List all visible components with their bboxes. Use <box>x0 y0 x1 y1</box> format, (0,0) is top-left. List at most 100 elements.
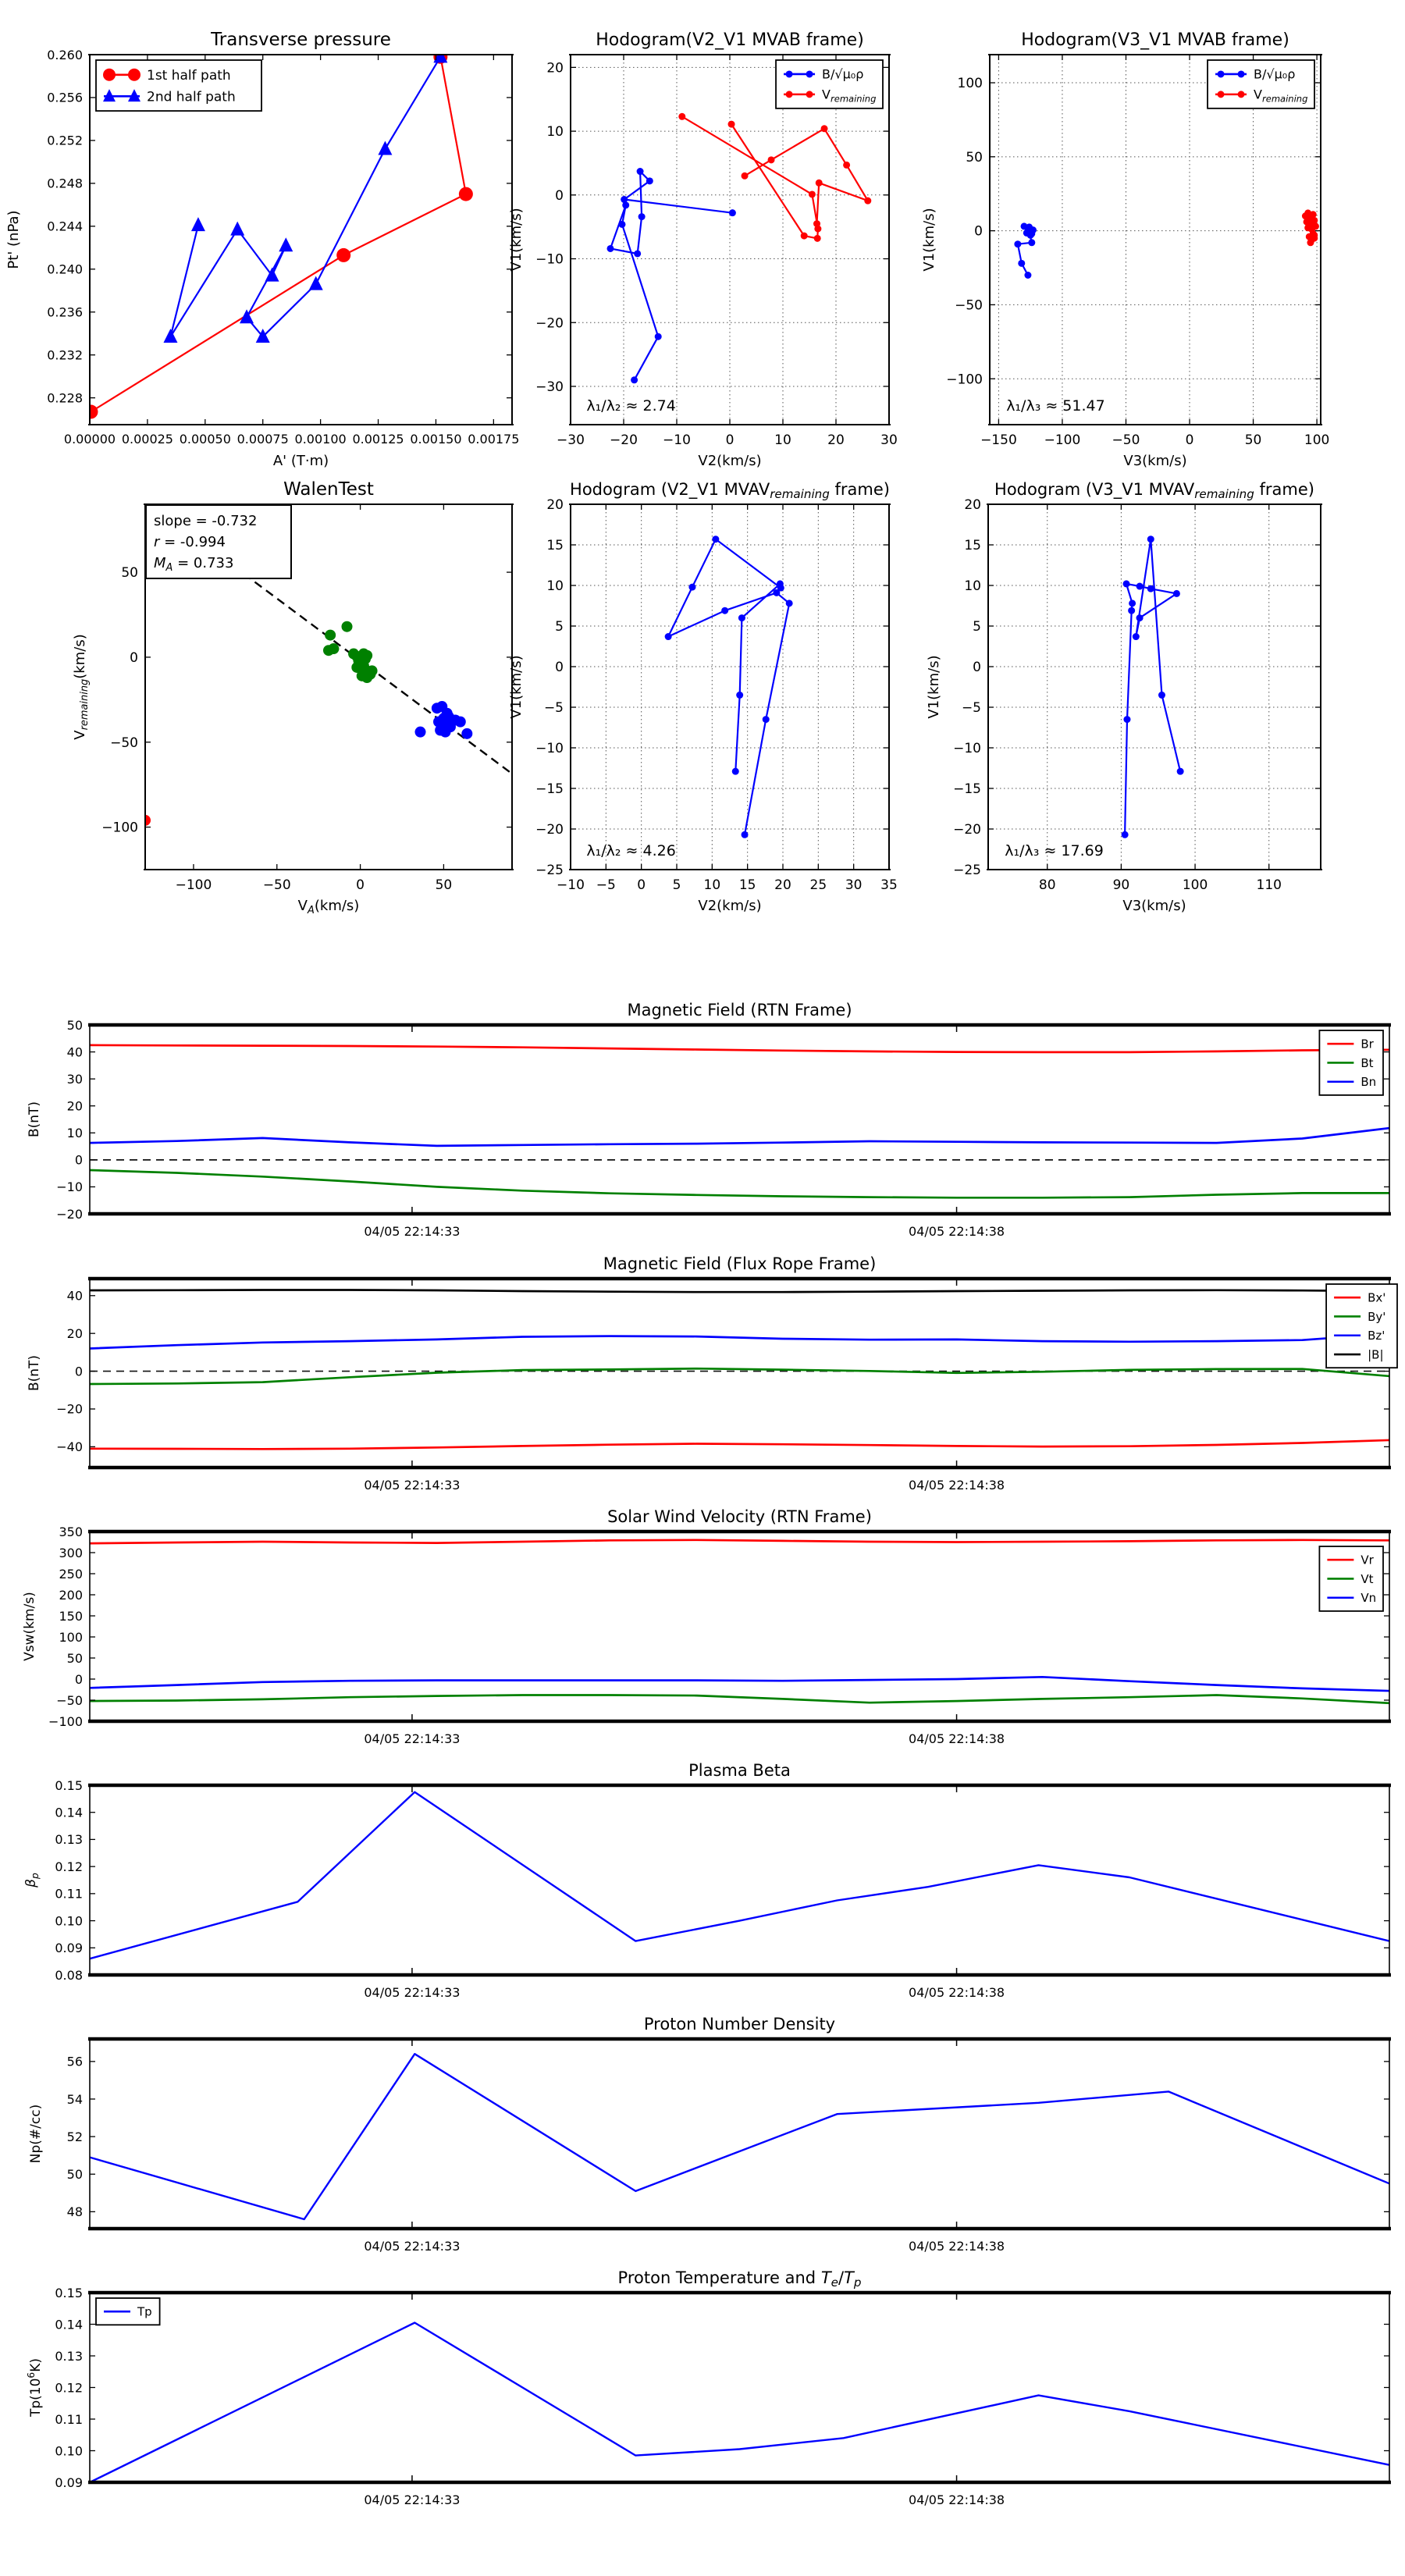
walen-ytick-label: 50 <box>121 565 138 581</box>
point-marker <box>458 187 473 201</box>
triangle-marker <box>230 221 245 236</box>
np-time-tick-label: 04/05 22:14:38 <box>909 2239 1005 2254</box>
hodo_v3_mvab-title: Hodogram(V3_V1 MVAB frame) <box>1021 30 1289 50</box>
vsw-time-tick-label: 04/05 22:14:33 <box>364 1731 460 1746</box>
vsw-ytick-label: 300 <box>59 1546 83 1560</box>
transverse-xtick-label: 0.00100 <box>295 432 347 447</box>
walen-stat-line: MA = 0.733 <box>154 555 233 574</box>
vsw-ytick-label: 150 <box>59 1609 83 1624</box>
transverse-ytick-label: 0.252 <box>47 133 83 148</box>
hodo_v3_mvab-xtick-label: −150 <box>980 432 1017 448</box>
hodo_v2_mvav-ytick-label: 20 <box>546 497 564 513</box>
b_rtn-ytick-label: 10 <box>67 1126 83 1140</box>
b_fr-legend: Bx' By' Bz' |B| <box>1325 1283 1398 1369</box>
walen-series-fit-line <box>243 572 513 775</box>
hodo_v2_mvav-ytick-label: 15 <box>546 538 564 553</box>
hodo_v3_mvab-grid <box>990 55 1321 425</box>
walen-stat-line: r = -0.994 <box>154 534 226 550</box>
hodo_v2_mvab-ytick-label: −30 <box>535 379 564 395</box>
walen-xtick-label: −100 <box>176 877 212 893</box>
hodo_v2_mvab-ytick-label: 0 <box>555 188 564 204</box>
point-marker <box>128 68 140 81</box>
hodo_v2_mvav-plot: −10 −5 0 5 10 15 20 25 30 35 −25 −20 −15 −10 −5 0 5 10 15 2… <box>508 480 898 914</box>
point-marker <box>621 196 628 204</box>
vsw-series-Vn <box>89 1675 1390 1692</box>
hodo_v2_mvab-ytick-label: 20 <box>546 60 564 76</box>
tp-title: Proton Temperature and Te/Tp <box>618 2268 862 2290</box>
b_fr-series-By <box>89 1367 1390 1386</box>
hodo_v3_mvav-ytick-label: −10 <box>953 741 981 756</box>
hodo_v2_mvav-xlabel: V2(km/s) <box>698 898 761 914</box>
b_rtn-series-group <box>89 1044 1390 1199</box>
b_rtn-ytick-label: 0 <box>75 1153 83 1168</box>
hodo_v3_mvav-title: Hodogram (V3_V1 MVAVremaining frame) <box>994 480 1314 501</box>
beta-ytick-label: 0.08 <box>55 1968 83 1983</box>
tp-time-tick-label: 04/05 22:14:33 <box>364 2492 460 2507</box>
np-ytick-label: 56 <box>67 2055 83 2069</box>
point-marker <box>1014 240 1022 248</box>
tp-ytick-label: 0.12 <box>55 2380 83 2395</box>
transverse-legend: 1st half path 2nd half path <box>95 59 262 112</box>
transverse-ytick-label: 0.244 <box>47 219 83 234</box>
b_fr-series-Bx <box>89 1439 1390 1450</box>
b_fr-title: Magnetic Field (Flux Rope Frame) <box>603 1254 877 1273</box>
point-marker <box>1311 222 1319 230</box>
beta-ytick-label: 0.09 <box>55 1941 83 1955</box>
np-plot: 48 50 52 54 56 04/05 22:14:33 04/05 22:14:38 Pr… <box>28 2015 1391 2254</box>
triangle-marker <box>255 328 270 343</box>
vsw-title: Solar Wind Velocity (RTN Frame) <box>607 1507 872 1526</box>
point-marker <box>762 716 770 724</box>
transverse-series-group <box>89 54 473 419</box>
point-marker <box>688 583 696 591</box>
triangle-marker <box>240 309 254 324</box>
np-series-group <box>89 2052 1390 2221</box>
point-marker <box>815 179 823 187</box>
hodo_v3_mvab-xtick-label: −50 <box>1112 432 1140 448</box>
beta-series-group <box>89 1791 1390 1960</box>
vsw-ylabel: Vsw(km/s) <box>22 1592 37 1661</box>
hodo_v3_mvav-ytick-label: 5 <box>973 619 981 635</box>
walen-ytick-label: −50 <box>110 735 138 751</box>
point-marker <box>785 600 793 607</box>
point-marker <box>461 728 473 739</box>
hodo_v2_mvab-xtick-label: −10 <box>663 432 691 448</box>
np-ylabel: Np(#/cc) <box>28 2105 44 2163</box>
point-marker <box>1024 272 1032 279</box>
point-marker <box>806 70 813 78</box>
point-marker <box>357 648 369 660</box>
hodo_v2_mvab-legend-label: B/√μ₀ρ <box>822 67 863 82</box>
b_rtn-time-tick-label: 04/05 22:14:38 <box>909 1224 1005 1239</box>
triangle-marker <box>378 141 393 155</box>
b_fr-legend-label: Bx' <box>1368 1291 1385 1305</box>
point-marker <box>741 172 749 180</box>
hodo_v2_mvav-xtick-label: 30 <box>845 877 863 893</box>
vsw-ytick-label: 200 <box>59 1588 83 1603</box>
beta-title: Plasma Beta <box>688 1761 791 1780</box>
point-marker <box>1176 767 1184 775</box>
vsw-ytick-label: 50 <box>67 1651 83 1666</box>
point-marker <box>618 220 626 228</box>
walen-title: WalenTest <box>283 479 374 500</box>
hodo_v2_mvav-xtick-label: 15 <box>739 877 756 893</box>
hodo_v2_mvab-xtick-label: 30 <box>880 432 898 448</box>
transverse-ytick-label: 0.232 <box>47 347 83 362</box>
point-marker <box>89 404 98 419</box>
walen-xtick-label: 50 <box>436 877 453 893</box>
transverse-plot: 0.00000 0.00025 0.00050 0.00075 0.00100 0.001… <box>5 30 519 469</box>
hodo_v3_mvav-plot: 80 90 100 110 −25 −20 −15 −10 −5 0 5 10 15 20 Hodogram… <box>926 480 1322 914</box>
b_fr-series-group <box>89 1289 1390 1450</box>
tp-ytick-label: 0.15 <box>55 2286 83 2300</box>
b_rtn-ytick-label: 50 <box>67 1018 83 1033</box>
hodo_v3_mvab-xtick-label: 100 <box>1304 432 1329 448</box>
walen-xlabel: VA(km/s) <box>298 898 360 916</box>
point-marker <box>638 213 646 221</box>
b_rtn-ylabel: B(nT) <box>27 1101 42 1137</box>
point-marker <box>773 589 781 596</box>
point-marker <box>808 190 816 198</box>
vsw-ytick-label: 100 <box>59 1630 83 1645</box>
hodo_v2_mvav-series-V <box>667 538 791 835</box>
vsw-time-tick-label: 04/05 22:14:38 <box>909 1731 1005 1746</box>
point-marker <box>1172 589 1180 597</box>
